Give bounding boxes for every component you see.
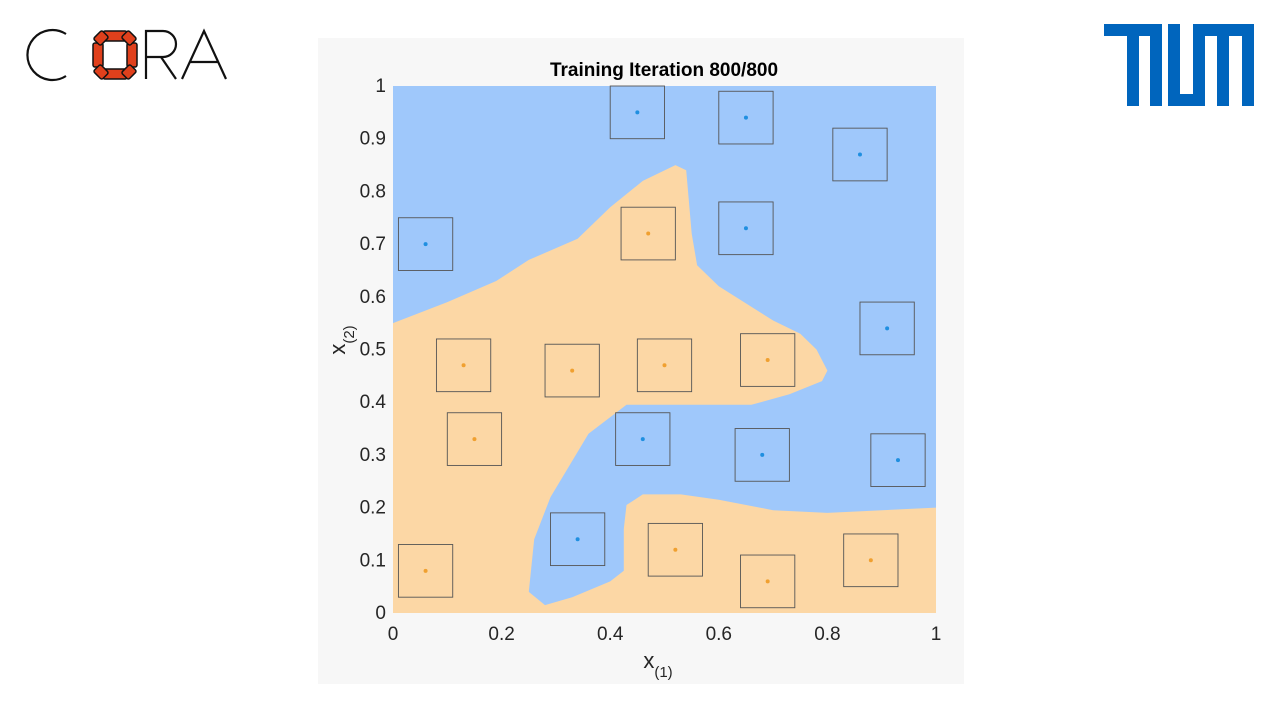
data-point-orange (673, 547, 678, 552)
data-point-orange (461, 363, 466, 368)
data-point-orange (868, 558, 873, 563)
data-point-blue (743, 226, 748, 231)
y-tick-label: 0.4 (360, 392, 387, 413)
perturbation-box-blue (609, 85, 665, 140)
x-axis-label: x(1) (643, 648, 672, 681)
y-axis-label-main: x (325, 344, 350, 355)
cora-logo (26, 28, 227, 82)
x-tick-label: 0.4 (597, 624, 624, 645)
perturbation-box-orange (397, 544, 454, 598)
y-axis-label: x(2) (325, 325, 358, 354)
tum-logo-mark (1104, 24, 1254, 106)
y-tick-label: 0.2 (360, 498, 386, 519)
data-point-orange (646, 231, 651, 236)
plot-area (393, 85, 936, 613)
data-point-blue (635, 110, 640, 115)
cora-letter-c (26, 28, 67, 82)
perturbation-box-blue (859, 301, 915, 356)
x-tick-label: 0.6 (706, 624, 732, 645)
cora-octagon-icon (92, 30, 138, 80)
decision-boundary-chart: Training Iteration 800/800 0 0.2 0.4 0.6 0.8… (325, 60, 942, 681)
perturbation-box-blue (718, 90, 774, 145)
perturbation-box-blue (870, 433, 926, 487)
y-axis-ticks: 0 0.1 0.2 0.3 0.4 0.5 0.6 0.7 0.8 0.9 1 (360, 76, 387, 624)
data-point-blue (640, 437, 645, 442)
y-axis-label-sub: (2) (341, 325, 358, 343)
perturbation-box-blue (550, 512, 606, 567)
data-point-orange (765, 579, 770, 584)
perturbation-box-orange (647, 522, 703, 577)
data-point-blue (575, 537, 580, 542)
orange-decision-region (393, 165, 936, 613)
data-point-orange (662, 363, 667, 368)
perturbation-box-blue (397, 217, 454, 271)
chart-title: Training Iteration 800/800 (550, 60, 778, 81)
x-axis-label-main: x (643, 648, 654, 673)
x-tick-label: 0 (388, 624, 399, 645)
x-tick-label: 0.2 (488, 624, 514, 645)
y-tick-label: 0.7 (360, 234, 386, 255)
tum-logo (1104, 24, 1254, 106)
perturbation-boxes (397, 85, 926, 609)
y-tick-label: 0 (375, 603, 386, 624)
x-tick-label: 0.8 (814, 624, 840, 645)
data-point-orange (423, 568, 428, 573)
y-tick-label: 0.9 (360, 129, 386, 150)
data-points (423, 110, 900, 584)
data-point-orange (472, 437, 477, 442)
data-point-blue (857, 152, 862, 157)
data-point-blue (885, 326, 890, 331)
perturbation-box-orange (620, 206, 676, 261)
cora-letter-a (181, 28, 227, 80)
x-axis-ticks: 0 0.2 0.4 0.6 0.8 1 (388, 624, 942, 645)
perturbation-box-blue (832, 127, 888, 182)
y-tick-label: 1 (375, 76, 386, 97)
data-point-orange (765, 358, 770, 363)
perturbation-box-orange (446, 412, 503, 466)
perturbation-box-orange (636, 338, 693, 393)
perturbation-box-orange (843, 533, 899, 588)
data-point-blue (743, 115, 748, 120)
y-tick-label: 0.3 (360, 445, 386, 466)
perturbation-box-orange (740, 554, 796, 609)
y-tick-label: 0.6 (360, 287, 386, 308)
y-tick-label: 0.5 (360, 340, 386, 361)
perturbation-box-blue (718, 201, 774, 256)
figure-panel: Training Iteration 800/800 0 0.2 0.4 0.6 0.8… (318, 38, 964, 684)
y-tick-label: 0.8 (360, 181, 386, 202)
y-tick-label: 0.1 (360, 550, 386, 571)
cora-letter-r (144, 29, 178, 80)
perturbation-box-orange (544, 343, 600, 398)
perturbation-box-orange (435, 338, 492, 393)
data-point-blue (423, 242, 428, 247)
data-point-orange (570, 368, 575, 373)
x-axis-label-sub: (1) (654, 664, 672, 681)
perturbation-box-blue (734, 428, 790, 482)
perturbation-box-orange (740, 333, 796, 387)
x-tick-label: 1 (931, 624, 942, 645)
data-point-blue (895, 458, 900, 463)
perturbation-box-blue (615, 412, 671, 466)
data-point-blue (760, 452, 765, 457)
